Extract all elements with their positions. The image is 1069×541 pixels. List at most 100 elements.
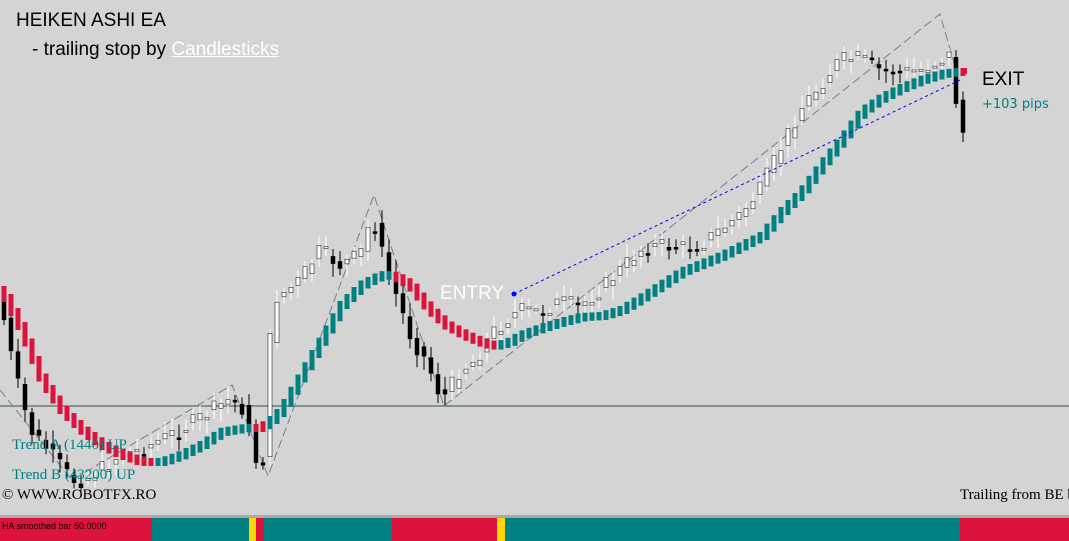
candle-body [680,241,686,245]
candle-body [624,257,630,268]
ha-bar [148,458,154,466]
ha-bar [862,104,868,119]
ha-bar [302,362,308,383]
ha-bar [435,308,441,324]
ha-bar [260,421,266,432]
status-segment-down [392,518,497,541]
ha-bar [575,313,581,324]
candle-body [561,296,567,301]
ha-bar [463,329,469,341]
ha-bar [71,413,77,428]
status-segment-down [256,518,264,541]
candle-body [953,57,959,104]
ha-bar [596,312,602,321]
ha-bar [505,337,511,349]
ha-bar [239,424,245,434]
ha-bar [729,246,735,258]
ha-bar [50,385,56,404]
ha-bar [645,288,651,302]
ha-bar [498,340,504,350]
candle-body [57,452,63,460]
candle-body [232,399,238,403]
candle-body [883,68,889,72]
ha-bar [610,308,616,319]
candle-body [113,459,119,465]
ha-bar [169,453,175,465]
candle-body [736,212,742,220]
ha-bar [666,275,672,288]
entry-marker [511,291,517,297]
candle-body [939,62,945,66]
ha-bar [533,325,539,336]
candle-body [225,399,231,405]
ha-bar [134,454,140,465]
ha-bar [470,332,476,344]
candle-body [603,277,609,288]
ha-bar [617,306,623,317]
candle-body [218,403,224,409]
ha-bar [694,261,700,272]
candle-body [379,222,385,247]
candle-body [197,413,203,421]
ha-bar [57,395,63,414]
chart-subtitle: - trailing stop by Candlesticks [32,39,279,61]
candle-body [722,227,728,233]
ha-bar [393,271,399,283]
ha-bar [92,432,98,446]
ha-bar [456,325,462,338]
candle-body [442,389,448,395]
ha-bar [652,284,658,297]
candle-body [456,379,462,389]
ha-bar [106,442,112,454]
ha-bar [701,258,707,270]
candle-body [78,483,84,489]
candle-body [911,69,917,73]
ha-bar [225,426,231,436]
candle-body [36,429,42,436]
ha-bar [281,399,287,417]
candle-body [414,337,420,356]
ha-bar [785,200,791,215]
candle-body [239,403,245,415]
candle-body [274,301,280,343]
candle-body [15,351,21,379]
ha-bar [232,425,238,435]
candle-body [925,70,931,73]
ha-bar [680,266,686,279]
ha-bar [547,321,553,332]
ha-bar [526,327,532,339]
candle-body [757,181,763,196]
ha-bar [253,424,259,432]
ha-bar [15,308,21,330]
ha-bar [764,223,770,240]
ha-bar [820,157,826,175]
candle-body [386,252,392,275]
candle-body [358,248,364,257]
ha-bar [883,91,889,103]
ha-bar [176,451,182,462]
candle-body [295,277,301,286]
candle-body [827,75,833,83]
candle-body [848,59,854,62]
ha-bar [603,310,609,321]
candle-body [694,249,700,252]
ha-bar [904,81,910,92]
pips-label: +103 pips [982,97,1049,112]
ha-bar [687,264,693,275]
candle-body [50,443,56,450]
candle-body [267,333,273,457]
ha-bar [295,374,301,395]
candle-body [43,439,49,449]
chart-title: HEIKEN ASHI EA [16,10,166,31]
ha-bar [939,69,945,80]
candle-body [407,316,413,340]
candle-body [106,469,112,472]
candle-body [820,88,826,94]
ha-bar [673,270,679,284]
ha-bar [631,297,637,310]
candle-body [141,454,147,457]
candle-body [512,311,518,319]
candlesticks-link[interactable]: Candlesticks [171,39,280,60]
ha-bar [29,338,35,364]
ha-bar [372,273,378,285]
